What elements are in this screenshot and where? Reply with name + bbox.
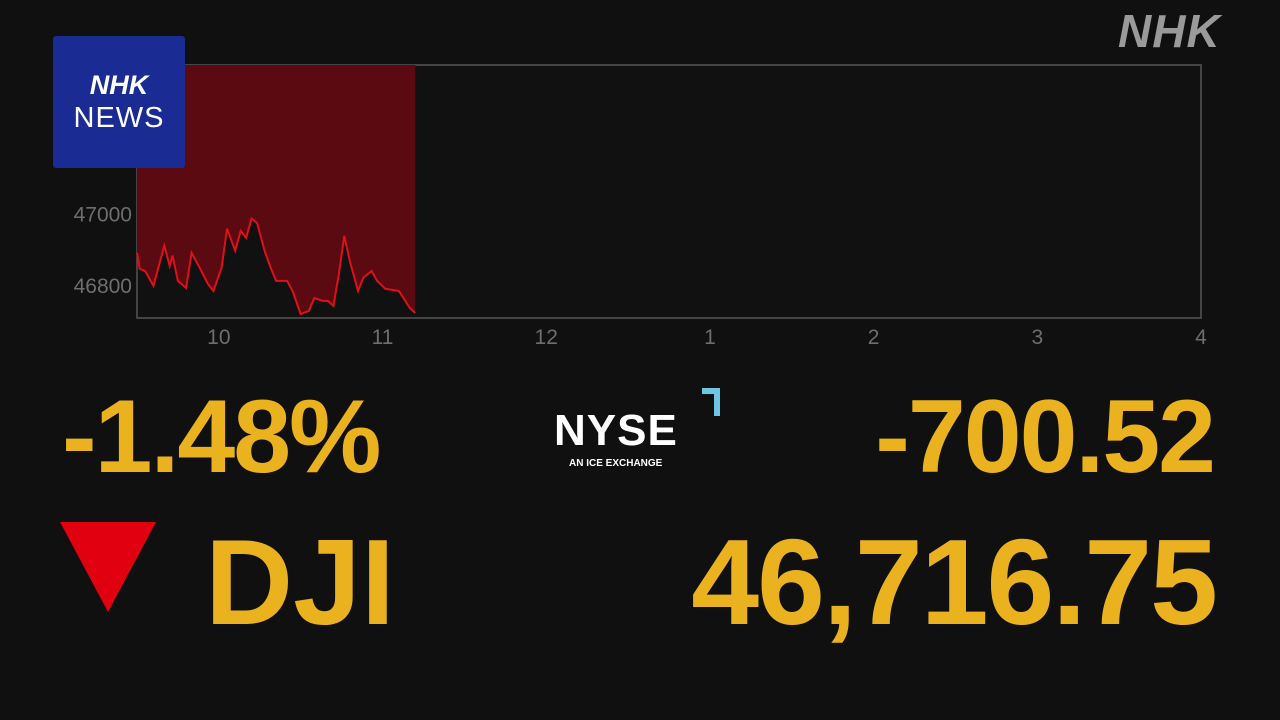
news-logo-line1: NHK: [89, 70, 149, 100]
nhk-news-logo: NHK NEWS: [53, 36, 185, 168]
area-above-line: [137, 65, 416, 315]
price-line: [136, 216, 416, 316]
x-tick-label: 12: [535, 326, 558, 349]
nyse-corner-mark-icon: [702, 388, 720, 416]
nyse-tagline: AN ICE EXCHANGE: [569, 458, 663, 469]
x-tick-label: 10: [207, 326, 230, 349]
percent-change: -1.48%: [62, 379, 382, 495]
down-triangle-icon: [60, 522, 156, 612]
y-tick-label: 47000: [74, 204, 132, 227]
nyse-logo: NYSE AN ICE EXCHANGE: [554, 388, 724, 478]
news-logo-line2: NEWS: [73, 102, 165, 134]
nhk-logo: NHK: [1118, 5, 1221, 57]
point-change: -700.52: [875, 379, 1216, 495]
index-symbol: DJI: [205, 514, 395, 650]
y-tick-label: 46800: [74, 275, 132, 298]
index-value: 46,716.75: [691, 514, 1218, 650]
nyse-wordmark: NYSE: [554, 406, 678, 455]
x-tick-label: 1: [704, 326, 716, 349]
x-tick-label: 3: [1031, 326, 1043, 349]
x-tick-label: 2: [868, 326, 880, 349]
x-tick-label: 4: [1195, 326, 1207, 349]
x-tick-label: 11: [372, 326, 394, 349]
